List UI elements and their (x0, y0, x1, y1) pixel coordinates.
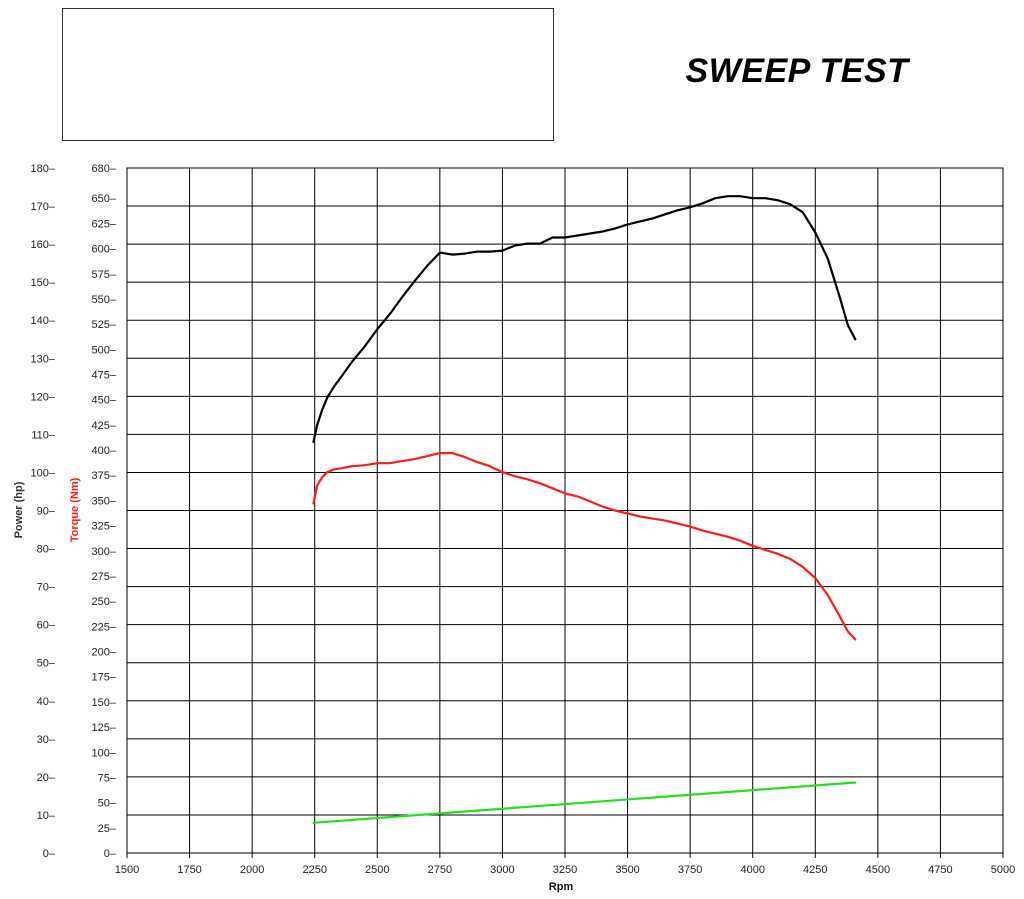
axes: 1500 1750 2000 2250 2500 2750 3000 3250 3500 3750… (31, 163, 1016, 876)
x-tick-label: 1750 (177, 864, 201, 876)
torque-tick-label: 350– (92, 495, 117, 507)
torque-tick-label: 275– (92, 571, 117, 583)
power-tick-label: 170– (31, 201, 56, 213)
torque-tick-label: 50– (98, 798, 117, 810)
x-tick-label: 4000 (740, 864, 764, 876)
torque-tick-label: 200– (92, 647, 117, 659)
torque-tick-label: 600– (92, 244, 117, 256)
torque-tick-label: 100– (92, 747, 117, 759)
power-tick-label: 100– (31, 467, 56, 479)
torque-tick-label: 250– (92, 596, 117, 608)
torque-tick-label: 300– (92, 546, 117, 558)
torque-tick-label: 175– (92, 672, 117, 684)
torque-tick-label: 650– (92, 193, 117, 205)
x-tick-label: 3250 (553, 864, 577, 876)
torque-tick-label: 0– (104, 848, 117, 860)
torque-tick-label: 500– (92, 344, 117, 356)
series-line-0 (312, 195, 857, 444)
torque-tick-label: 25– (98, 823, 117, 835)
torque-tick-label: 550– (92, 294, 117, 306)
power-tick-label: 80– (37, 544, 56, 556)
power-tick-label: 10– (37, 810, 56, 822)
power-tick-label: 90– (37, 506, 56, 518)
x-tick-label: 2250 (302, 864, 326, 876)
power-tick-label: 160– (31, 239, 56, 251)
power-tick-label: 130– (31, 353, 56, 365)
x-tick-label: 4750 (928, 864, 952, 876)
torque-tick-label: 325– (92, 521, 117, 533)
power-tick-label: 40– (37, 696, 56, 708)
torque-tick-label: 75– (98, 772, 117, 784)
torque-tick-label: 375– (92, 470, 117, 482)
torque-tick-label: 450– (92, 395, 117, 407)
power-tick-label: 0– (43, 848, 56, 860)
power-tick-label: 150– (31, 277, 56, 289)
x-tick-label: 3500 (615, 864, 639, 876)
x-tick-label: 4500 (866, 864, 890, 876)
x-tick-label: 3000 (490, 864, 514, 876)
x-tick-label: 4250 (803, 864, 827, 876)
x-tick-label: 2750 (428, 864, 452, 876)
power-tick-label: 50– (37, 658, 56, 670)
torque-tick-label: 475– (92, 370, 117, 382)
x-tick-label: 5000 (991, 864, 1015, 876)
info-box (62, 8, 554, 141)
torque-tick-label: 125– (92, 722, 117, 734)
x-tick-label: 3750 (678, 864, 702, 876)
x-tick-label: 2500 (365, 864, 389, 876)
power-tick-label: 140– (31, 315, 56, 327)
power-tick-label: 180– (31, 163, 56, 175)
torque-tick-label: 225– (92, 621, 117, 633)
power-tick-label: 60– (37, 620, 56, 632)
torque-tick-label: 150– (92, 697, 117, 709)
series (312, 195, 857, 824)
torque-tick-label: 575– (92, 269, 117, 281)
torque-tick-label: 625– (92, 218, 117, 230)
power-tick-label: 70– (37, 582, 56, 594)
torque-axis-title: Torque (Nm) (69, 477, 81, 542)
series-line-1 (312, 452, 857, 641)
torque-tick-label: 400– (92, 445, 117, 457)
torque-tick-label: 425– (92, 420, 117, 432)
power-tick-label: 120– (31, 391, 56, 403)
power-tick-label: 20– (37, 772, 56, 784)
x-axis-title: Rpm (549, 881, 574, 893)
grid (126, 167, 1004, 854)
power-axis-title: Power (hp) (13, 481, 25, 538)
series-line-2 (312, 781, 857, 824)
x-tick-label: 1500 (115, 864, 139, 876)
power-tick-label: 110– (31, 429, 56, 441)
power-tick-label: 30– (37, 734, 56, 746)
x-tick-label: 2000 (240, 864, 264, 876)
torque-tick-label: 680– (92, 163, 117, 175)
torque-tick-label: 525– (92, 319, 117, 331)
chart-title: SWEEP TEST (685, 52, 909, 90)
